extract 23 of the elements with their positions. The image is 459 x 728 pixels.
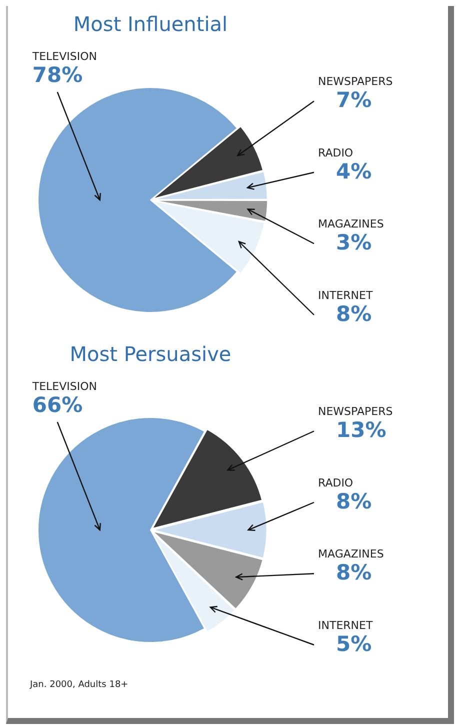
slice-label: TELEVISION bbox=[31, 380, 98, 393]
slice-label: RADIO bbox=[318, 146, 354, 160]
text: Jan. 2000, Adults 18+ bbox=[30, 680, 128, 690]
data-label: 4% bbox=[336, 159, 372, 184]
data-label: 8% bbox=[336, 302, 372, 326]
slice-label: TELEVISION bbox=[31, 50, 98, 63]
chart-title: Most Persuasive bbox=[70, 342, 232, 366]
data-label: 5% bbox=[336, 632, 372, 656]
data-label: 8% bbox=[336, 560, 372, 585]
slice-label: INTERNET bbox=[318, 618, 373, 632]
slice-label: INTERNET bbox=[318, 288, 373, 302]
slice-label: MAGAZINES bbox=[318, 548, 384, 561]
data-label: 7% bbox=[336, 88, 372, 112]
data-label: 66% bbox=[32, 393, 83, 417]
data-label: 13% bbox=[336, 418, 386, 442]
chart-title: Most Influential bbox=[73, 12, 228, 36]
slice-label: NEWSPAPERS bbox=[318, 75, 393, 88]
data-label: 78% bbox=[32, 63, 83, 87]
data-label: 3% bbox=[336, 230, 372, 255]
slice-label: MAGAZINES bbox=[318, 218, 384, 231]
slice-label: NEWSPAPERS bbox=[318, 405, 393, 418]
slice-label: RADIO bbox=[318, 476, 354, 490]
data-label: 8% bbox=[336, 489, 372, 514]
